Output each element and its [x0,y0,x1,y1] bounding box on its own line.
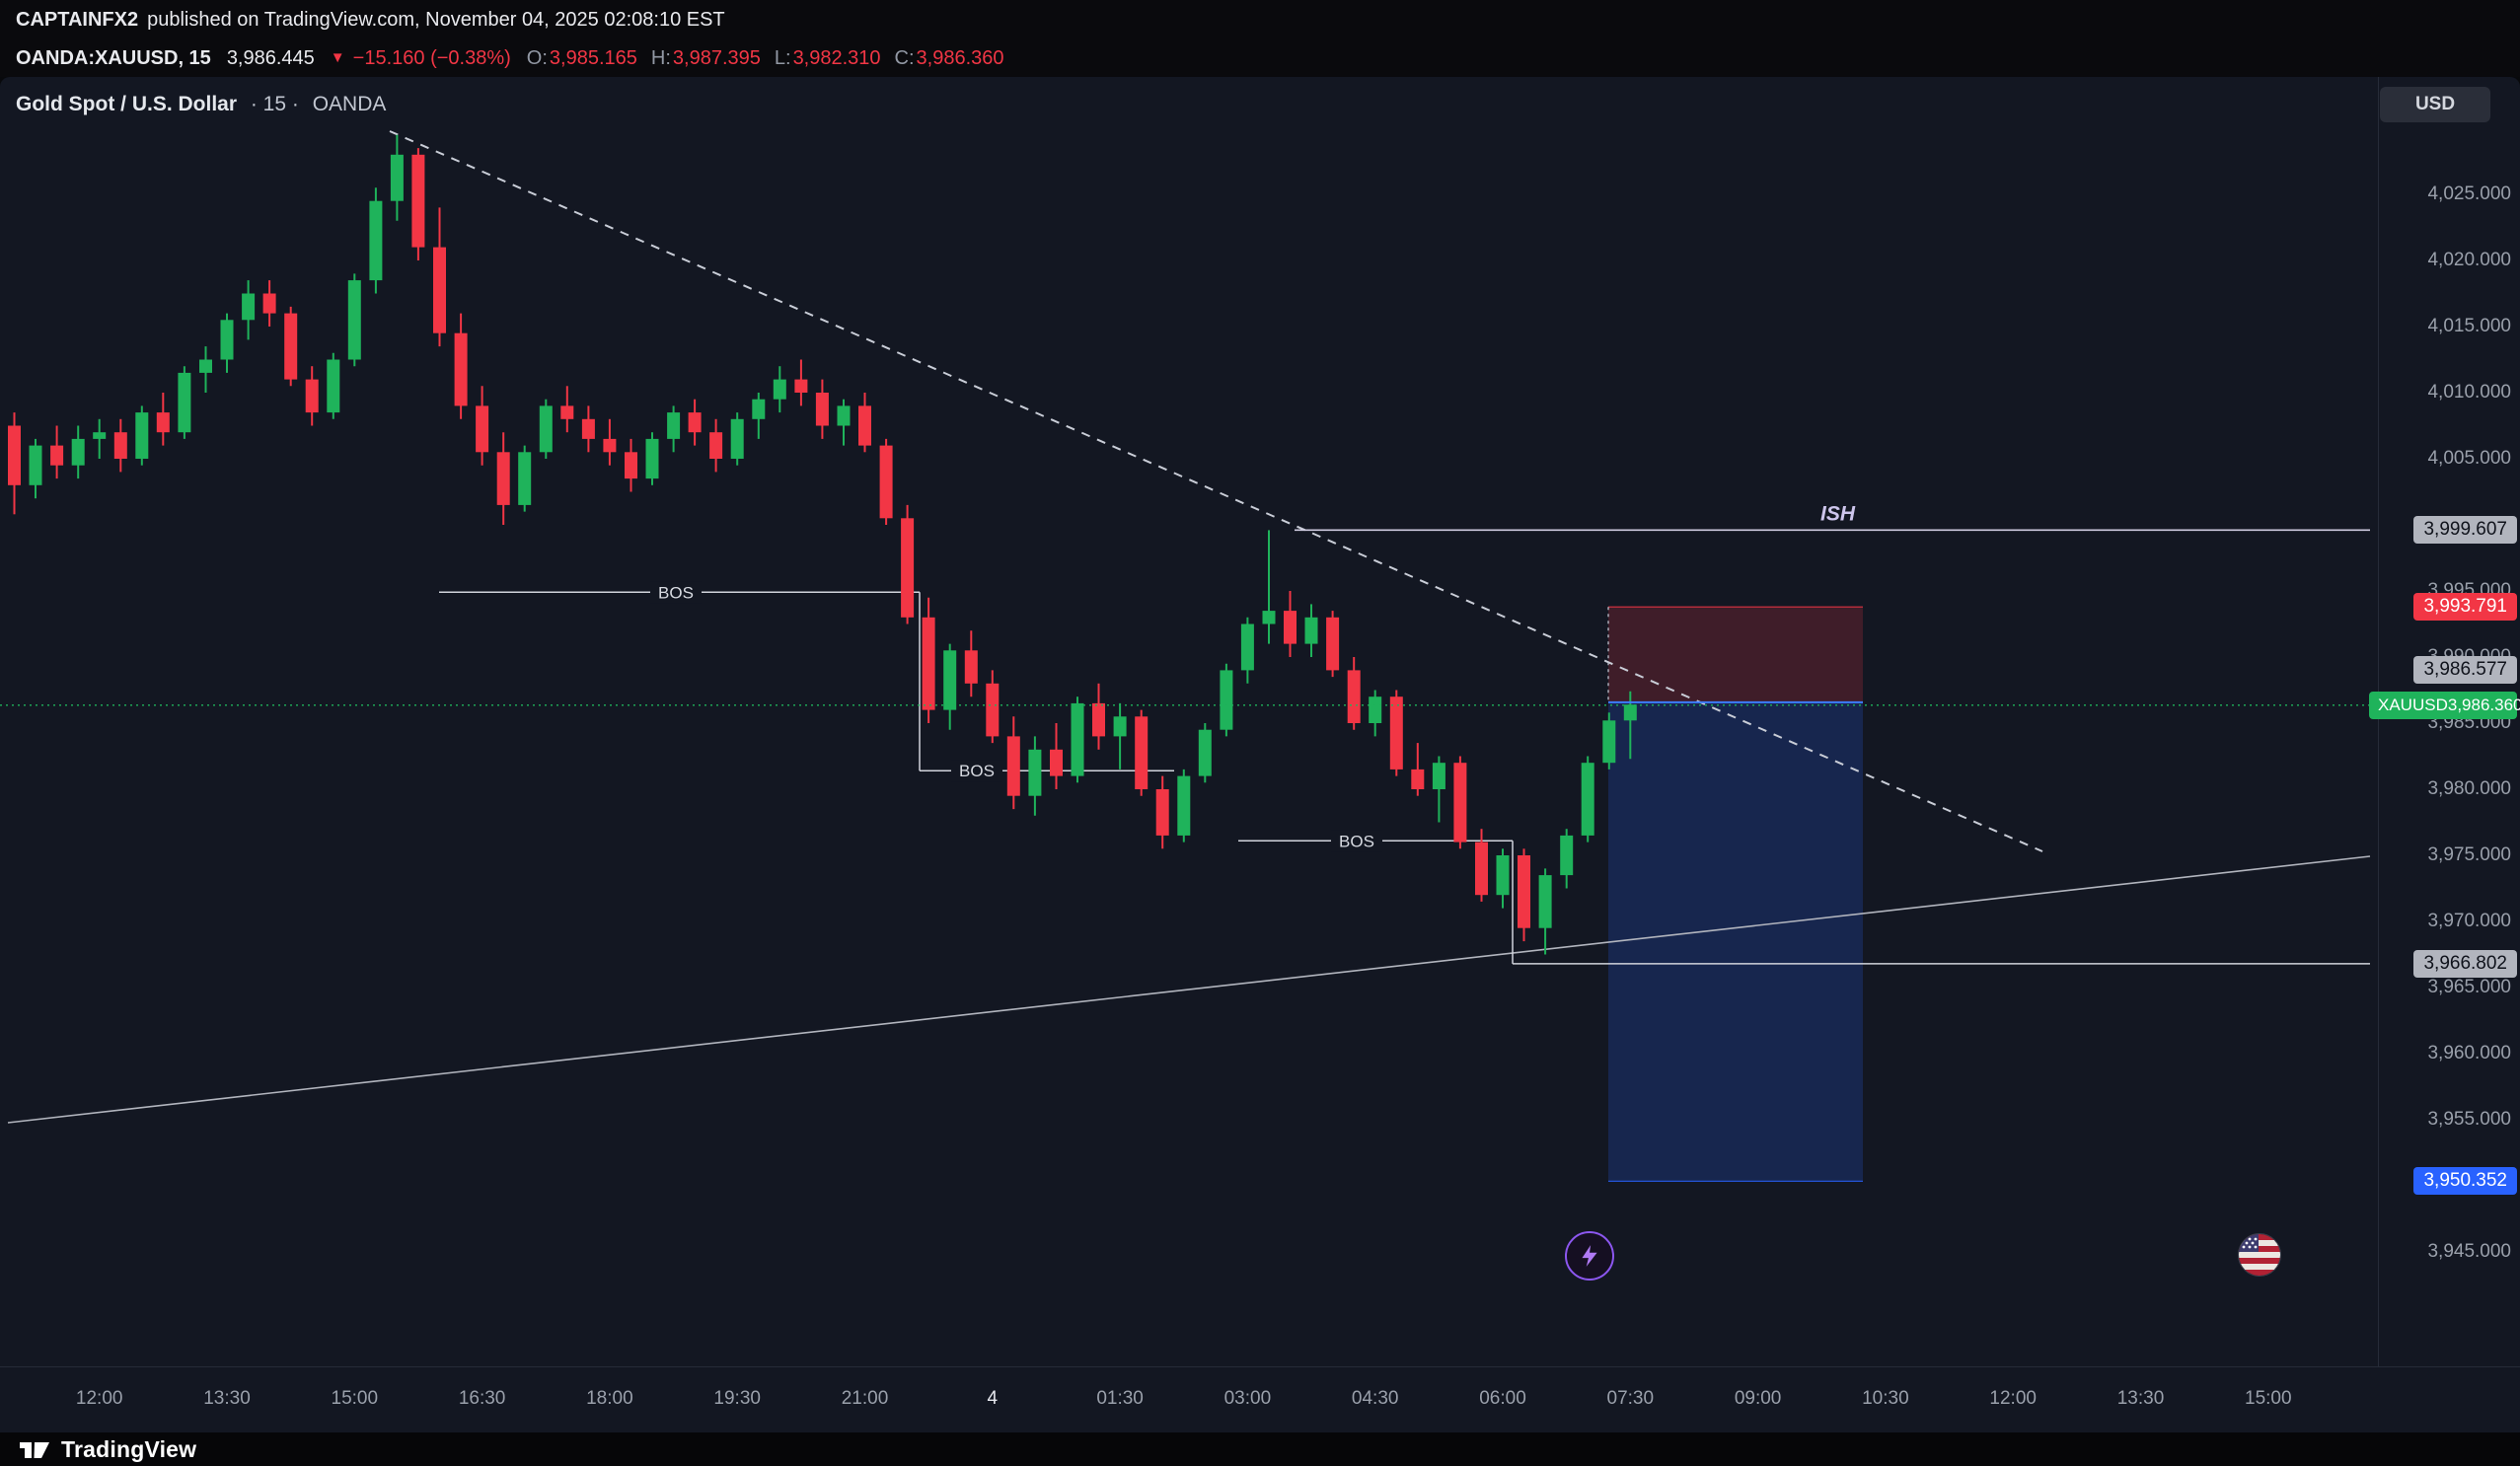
price-level-badge: 3,993.791 [2413,593,2517,622]
time-axis[interactable]: 12:00 13:30 15:00 16:30 18:00 19:30 21:00 4 01:3… [0,1366,2520,1432]
time-tick: 10:30 [1862,1388,1909,1409]
price-tick: 3,955.000 [2427,1109,2511,1130]
publisher-name: CAPTAINFX2 [16,8,139,31]
time-tick: 15:00 [2245,1388,2292,1409]
chart-legend: Gold Spot / U.S. Dollar · 15 · OANDA [16,93,386,116]
time-tick: 04:30 [1351,1388,1399,1409]
price-level-badge: 3,950.352 [2413,1167,2517,1196]
chart-symbol-title: Gold Spot / U.S. Dollar [16,93,238,115]
time-tick: 06:00 [1479,1388,1526,1409]
symbol-name: OANDA:XAUUSD, 15 [16,46,211,69]
us-flag-icon [2238,1233,2281,1277]
time-tick: 01:30 [1096,1388,1144,1409]
published-text: published on TradingView.com, November 0… [147,8,725,31]
tradingview-wordmark[interactable]: TradingView [61,1435,197,1462]
price-tick: 4,020.000 [2427,250,2511,270]
time-tick: 12:00 [1989,1388,2037,1409]
price-change: −15.160 (−0.38%) [352,46,511,69]
ohlc-values: O: 3,985.165 H: 3,987.395 L: 3,982.310 C: 3,986… [527,47,1004,70]
price-tick: 4,005.000 [2427,448,2511,469]
boost-lightning-icon[interactable] [1565,1231,1614,1281]
price-level-badge: 3,986.577 [2413,655,2517,684]
badge-price: 3,986.360 [2447,695,2520,714]
time-tick: 15:00 [331,1388,379,1409]
time-tick: 07:30 [1606,1388,1655,1409]
time-tick: 18:00 [586,1388,633,1409]
time-tick: 03:00 [1223,1388,1272,1409]
price-tick: 3,970.000 [2427,911,2511,931]
time-tick: 13:30 [2116,1388,2165,1409]
price-tick: 3,975.000 [2427,844,2511,865]
time-tick: 4 [987,1388,999,1409]
svg-text:BOS: BOS [959,762,995,780]
svg-text:ISH: ISH [1820,502,1856,525]
time-tick: 16:30 [458,1388,506,1409]
time-tick: 09:00 [1734,1388,1782,1409]
price-tick: 4,025.000 [2427,183,2511,204]
last-price: 3,986.445 [226,46,315,69]
current-price-badge: XAUUSD 3,986.360 [2369,691,2520,719]
price-level-badge: 3,966.802 [2413,949,2517,978]
chart-interval: · 15 · [250,93,299,115]
ohlc-l: L: 3,982.310 [774,46,881,69]
chart-exchange: OANDA [312,93,387,115]
price-tick: 4,015.000 [2427,316,2511,336]
candlestick-chart[interactable]: ISH BOS BOS BOS [0,77,2378,1366]
svg-text:BOS: BOS [1339,832,1374,850]
price-tick: 3,980.000 [2427,778,2511,799]
time-tick: 19:30 [713,1388,761,1409]
price-tick: 3,960.000 [2427,1043,2511,1063]
price-tick: 3,945.000 [2427,1241,2511,1262]
tradingview-logo-icon[interactable] [18,1436,51,1462]
ohlc-c: C: 3,986.360 [894,46,1004,69]
price-tick: 3,965.000 [2427,977,2511,997]
price-tick: 4,010.000 [2427,382,2511,403]
badge-symbol: XAUUSD [2378,695,2448,714]
chart-card: Gold Spot / U.S. Dollar · 15 · OANDA USD… [0,77,2520,1432]
time-tick: 12:00 [75,1388,123,1409]
currency-button[interactable]: USD [2380,87,2490,122]
footer-bar: TradingView [0,1432,2520,1466]
down-triangle-icon: ▼ [330,48,345,66]
time-tick: 13:30 [203,1388,251,1409]
symbol-info-bar: OANDA:XAUUSD, 15 3,986.445 ▼ −15.160 (−0… [0,39,2520,77]
time-tick: 21:00 [841,1388,889,1409]
price-axis[interactable]: 4,025.000 4,020.000 4,015.000 4,010.000 4,00… [2369,77,2520,1366]
attribution-bar: CAPTAINFX2 published on TradingView.com,… [0,0,2520,39]
ohlc-h: H: 3,987.395 [650,46,761,69]
price-level-badge: 3,999.607 [2413,516,2517,545]
svg-text:BOS: BOS [658,583,694,602]
ohlc-o: O: 3,985.165 [526,46,637,69]
